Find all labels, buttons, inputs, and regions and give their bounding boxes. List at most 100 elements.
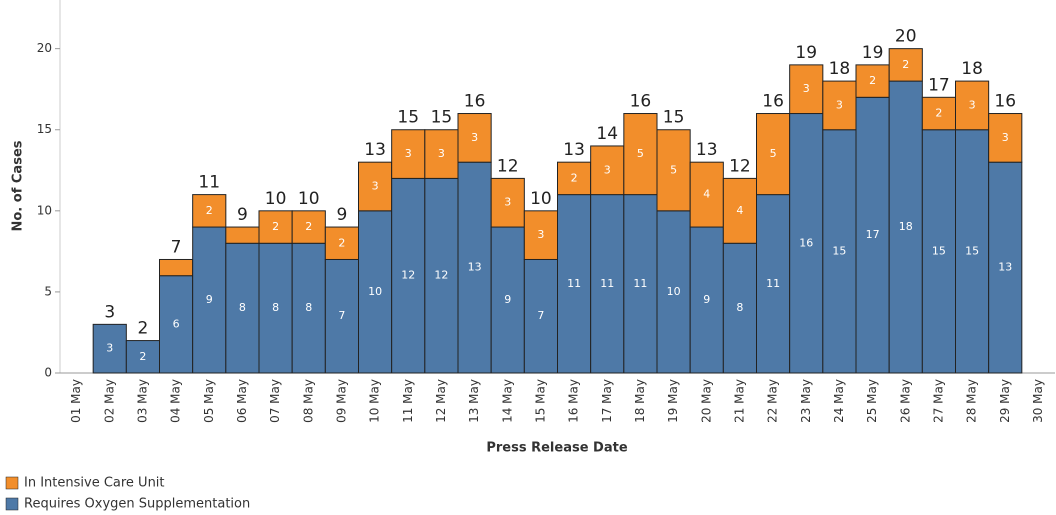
segment-label: 3 — [504, 196, 511, 209]
x-tick-label: 17 May — [600, 379, 614, 423]
segment-label: 15 — [932, 244, 946, 257]
bar-segment — [159, 258, 194, 277]
segment-label: 8 — [272, 301, 279, 314]
segment-label: 3 — [604, 163, 611, 176]
bar-segment — [424, 177, 459, 374]
x-tick-label: 01 May — [69, 379, 83, 423]
bar-segment — [921, 129, 956, 374]
bar-segment — [756, 194, 791, 374]
total-label: 15 — [431, 108, 453, 128]
bar-segment — [225, 226, 260, 244]
x-axis-title: Press Release Date — [486, 441, 627, 456]
segment-label: 9 — [703, 293, 710, 306]
bar-segment — [291, 242, 326, 374]
total-label: 19 — [862, 43, 884, 63]
bar-segment — [789, 64, 824, 115]
bar-segment — [192, 194, 227, 228]
bar-segment — [855, 96, 890, 374]
y-tick-label: 20 — [37, 41, 52, 55]
segment-label: 6 — [173, 317, 180, 330]
y-axis-title: No. of Cases — [11, 140, 26, 231]
bar-segment — [988, 161, 1023, 374]
segment-label: 12 — [401, 269, 415, 282]
segment-label: 2 — [206, 204, 213, 217]
total-label: 2 — [138, 319, 149, 339]
bar-segment — [490, 226, 525, 374]
total-label: 13 — [696, 140, 718, 160]
bar-segment — [457, 113, 492, 163]
total-label: 7 — [171, 237, 182, 257]
total-label: 10 — [530, 189, 552, 209]
segment-label: 8 — [305, 301, 312, 314]
x-tick-label: 11 May — [401, 379, 415, 423]
x-tick-label: 22 May — [766, 379, 780, 423]
bar-segment — [623, 194, 658, 374]
segment-label: 3 — [836, 98, 843, 111]
x-tick-label: 16 May — [567, 379, 581, 423]
x-tick-label: 13 May — [467, 379, 481, 423]
segment-label: 2 — [272, 220, 279, 233]
segment-label: 16 — [799, 236, 813, 249]
x-tick-label: 30 May — [1031, 379, 1045, 423]
segment-label: 9 — [206, 293, 213, 306]
x-tick-label: 18 May — [633, 379, 647, 423]
segment-label: 2 — [305, 220, 312, 233]
bar-segment — [92, 323, 127, 374]
bar-segment — [358, 210, 393, 374]
total-label: 15 — [663, 108, 685, 128]
segment-label: 17 — [866, 228, 880, 241]
x-tick-label: 05 May — [202, 379, 216, 423]
total-label: 12 — [497, 156, 519, 176]
legend-label: In Intensive Care Unit — [24, 476, 165, 491]
x-tick-label: 25 May — [865, 379, 879, 423]
x-tick-label: 06 May — [235, 379, 249, 423]
x-tick-label: 23 May — [799, 379, 813, 423]
segment-label: 8 — [239, 301, 246, 314]
x-tick-label: 15 May — [533, 379, 547, 423]
total-label: 10 — [298, 189, 320, 209]
segment-label: 5 — [770, 147, 777, 160]
legend-swatch — [5, 497, 19, 511]
bar-segment — [888, 48, 923, 82]
bar-segment — [159, 275, 194, 374]
segment-label: 10 — [368, 285, 382, 298]
y-tick-label: 15 — [37, 122, 52, 136]
segment-label: 13 — [468, 261, 482, 274]
total-label: 18 — [829, 59, 851, 79]
bar-segment — [590, 145, 625, 196]
segment-label: 3 — [969, 98, 976, 111]
legend-swatch — [5, 476, 19, 490]
x-tick-label: 29 May — [998, 379, 1012, 423]
bar-segment — [125, 340, 161, 374]
total-label: 17 — [928, 75, 950, 95]
bar-segment — [623, 113, 658, 196]
total-label: 18 — [961, 59, 983, 79]
total-label: 12 — [729, 156, 751, 176]
segment-label: 2 — [869, 74, 876, 87]
bar-segment — [457, 161, 492, 374]
x-tick-label: 19 May — [666, 379, 680, 423]
total-label: 16 — [464, 92, 486, 112]
segment-label: 2 — [139, 350, 146, 363]
x-tick-label: 10 May — [368, 379, 382, 423]
total-label: 19 — [795, 43, 817, 63]
total-label: 15 — [397, 108, 419, 128]
segment-label: 8 — [736, 301, 743, 314]
total-label: 13 — [563, 140, 585, 160]
total-label: 3 — [104, 302, 115, 322]
segment-label: 7 — [537, 309, 544, 322]
segment-label: 11 — [600, 277, 614, 290]
segment-label: 3 — [537, 228, 544, 241]
segment-label: 10 — [667, 285, 681, 298]
legend-label: Requires Oxygen Supplementation — [24, 497, 250, 512]
segment-label: 2 — [571, 171, 578, 184]
bar-segment — [490, 177, 525, 228]
bar-segment — [523, 210, 558, 260]
x-tick-label: 26 May — [898, 379, 912, 423]
segment-label: 15 — [965, 244, 979, 257]
segment-label: 3 — [803, 82, 810, 95]
segment-label: 15 — [832, 244, 846, 257]
total-label: 9 — [337, 205, 348, 225]
bar-segment — [955, 80, 990, 131]
